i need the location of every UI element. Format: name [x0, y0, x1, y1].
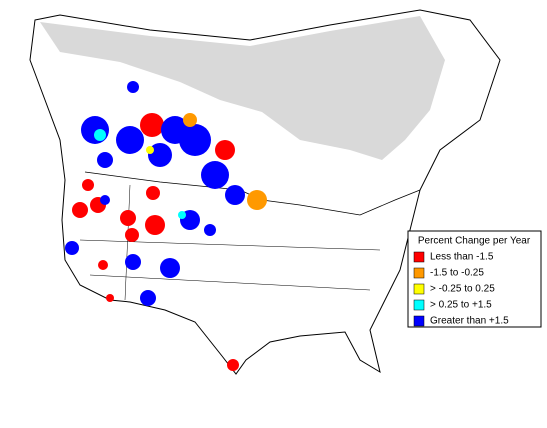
border [84, 171, 421, 216]
survey-area [179, 124, 211, 156]
legend-label: > -0.25 to 0.25 [430, 284, 495, 295]
survey-area [140, 113, 164, 137]
survey-area [145, 215, 165, 235]
survey-area [215, 140, 235, 160]
survey-area [98, 260, 108, 270]
border [89, 274, 371, 291]
survey-area [247, 190, 267, 210]
survey-area [204, 224, 216, 236]
survey-area [72, 202, 88, 218]
legend-label: -1.5 to -0.25 [430, 268, 484, 279]
survey-area [178, 211, 186, 219]
survey-area [140, 290, 156, 306]
legend-swatch [413, 299, 425, 311]
survey-area [116, 126, 144, 154]
survey-areas [65, 81, 267, 371]
survey-area [125, 228, 139, 242]
legend-title: Percent Change per Year [418, 236, 531, 247]
survey-area [201, 161, 229, 189]
survey-area [125, 254, 141, 270]
survey-area [146, 186, 160, 200]
legend-label: > 0.25 to +1.5 [430, 300, 492, 311]
survey-area [160, 258, 180, 278]
survey-area [81, 116, 109, 144]
survey-area [146, 146, 154, 154]
survey-area [106, 294, 114, 302]
survey-area [100, 195, 110, 205]
survey-area [127, 81, 139, 93]
survey-area [120, 210, 136, 226]
survey-area [65, 241, 79, 255]
land [29, 9, 501, 375]
tundra [40, 16, 445, 160]
survey-area [183, 113, 197, 127]
border [124, 184, 131, 301]
legend-swatch [413, 267, 425, 279]
survey-area [82, 179, 94, 191]
legend-swatch [413, 315, 425, 327]
legend-swatch [413, 251, 425, 263]
survey-area [225, 185, 245, 205]
survey-area [148, 143, 172, 167]
survey-area [94, 129, 106, 141]
legend-swatch [413, 283, 425, 295]
legend-label: Less than -1.5 [430, 252, 494, 263]
survey-area [227, 359, 239, 371]
legend: Percent Change per Year Less than -1.5 -1… [407, 230, 542, 328]
survey-area [97, 152, 113, 168]
legend-label: Greater than +1.5 [430, 316, 509, 327]
legend-box [407, 230, 542, 328]
